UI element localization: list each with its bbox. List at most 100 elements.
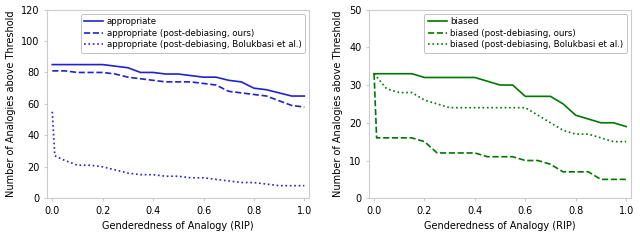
appropriate <box>212 76 220 79</box>
biased (post-debiasing, ours) <box>383 137 390 139</box>
biased (post-debiasing, Bolukbasi et al.) <box>509 106 516 109</box>
biased (post-debiasing, Bolukbasi et al.) <box>420 99 428 101</box>
appropriate (post-debiasing, Bolukbasi et al.) <box>61 159 68 162</box>
appropriate (post-debiasing, Bolukbasi et al.) <box>111 169 119 171</box>
biased <box>496 84 504 87</box>
biased (post-debiasing, Bolukbasi et al.) <box>534 114 541 117</box>
appropriate (post-debiasing, Bolukbasi et al.) <box>137 173 145 176</box>
biased <box>446 76 454 79</box>
biased <box>383 72 390 75</box>
Line: appropriate: appropriate <box>52 65 304 96</box>
biased <box>371 72 378 75</box>
biased (post-debiasing, Bolukbasi et al.) <box>383 87 390 90</box>
biased (post-debiasing, Bolukbasi et al.) <box>610 140 618 143</box>
Line: appropriate (post-debiasing, Bolukbasi et al.): appropriate (post-debiasing, Bolukbasi e… <box>52 112 304 186</box>
biased (post-debiasing, ours) <box>420 140 428 143</box>
biased <box>396 72 403 75</box>
biased (post-debiasing, ours) <box>534 159 541 162</box>
biased <box>471 76 479 79</box>
appropriate (post-debiasing, Bolukbasi et al.) <box>175 175 182 178</box>
appropriate (post-debiasing, Bolukbasi et al.) <box>124 172 132 174</box>
appropriate (post-debiasing, Bolukbasi et al.) <box>262 183 270 186</box>
biased (post-debiasing, Bolukbasi et al.) <box>484 106 492 109</box>
Line: biased (post-debiasing, ours): biased (post-debiasing, ours) <box>374 74 626 179</box>
appropriate (post-debiasing, ours) <box>212 84 220 87</box>
appropriate (post-debiasing, ours) <box>225 90 232 93</box>
appropriate (post-debiasing, Bolukbasi et al.) <box>162 175 170 178</box>
biased <box>584 118 592 120</box>
appropriate (post-debiasing, Bolukbasi et al.) <box>225 180 232 182</box>
appropriate (post-debiasing, Bolukbasi et al.) <box>288 184 296 187</box>
biased (post-debiasing, Bolukbasi et al.) <box>371 72 378 75</box>
biased (post-debiasing, ours) <box>471 151 479 154</box>
appropriate (post-debiasing, Bolukbasi et al.) <box>149 173 157 176</box>
biased <box>534 95 541 98</box>
appropriate <box>300 95 308 97</box>
appropriate <box>250 87 258 90</box>
appropriate <box>86 63 94 66</box>
biased (post-debiasing, ours) <box>610 178 618 181</box>
appropriate (post-debiasing, Bolukbasi et al.) <box>200 176 207 179</box>
appropriate (post-debiasing, ours) <box>99 71 106 74</box>
appropriate (post-debiasing, Bolukbasi et al.) <box>212 178 220 181</box>
appropriate (post-debiasing, Bolukbasi et al.) <box>74 164 81 167</box>
biased (post-debiasing, Bolukbasi et al.) <box>433 102 441 105</box>
Line: biased: biased <box>374 74 626 127</box>
biased (post-debiasing, Bolukbasi et al.) <box>622 140 630 143</box>
appropriate (post-debiasing, ours) <box>86 71 94 74</box>
appropriate (post-debiasing, ours) <box>74 71 81 74</box>
X-axis label: Genderedness of Analogy (RIP): Genderedness of Analogy (RIP) <box>102 221 254 232</box>
appropriate <box>237 81 245 83</box>
X-axis label: Genderedness of Analogy (RIP): Genderedness of Analogy (RIP) <box>424 221 576 232</box>
biased (post-debiasing, Bolukbasi et al.) <box>547 121 554 124</box>
biased (post-debiasing, Bolukbasi et al.) <box>559 129 567 132</box>
biased (post-debiasing, ours) <box>433 151 441 154</box>
appropriate (post-debiasing, ours) <box>262 95 270 97</box>
biased (post-debiasing, Bolukbasi et al.) <box>522 106 529 109</box>
biased (post-debiasing, Bolukbasi et al.) <box>471 106 479 109</box>
appropriate <box>200 76 207 79</box>
biased <box>522 95 529 98</box>
biased (post-debiasing, ours) <box>597 178 605 181</box>
appropriate (post-debiasing, Bolukbasi et al.) <box>275 184 283 187</box>
appropriate (post-debiasing, ours) <box>275 99 283 102</box>
biased <box>420 76 428 79</box>
biased (post-debiasing, ours) <box>372 137 380 139</box>
appropriate <box>61 63 68 66</box>
biased (post-debiasing, ours) <box>509 155 516 158</box>
biased (post-debiasing, ours) <box>408 137 416 139</box>
appropriate (post-debiasing, Bolukbasi et al.) <box>49 110 56 113</box>
appropriate (post-debiasing, ours) <box>237 91 245 94</box>
biased (post-debiasing, ours) <box>584 170 592 173</box>
appropriate <box>124 66 132 69</box>
biased <box>547 95 554 98</box>
appropriate <box>275 91 283 94</box>
appropriate (post-debiasing, ours) <box>200 82 207 85</box>
biased <box>509 84 516 87</box>
biased (post-debiasing, Bolukbasi et al.) <box>396 91 403 94</box>
Line: biased (post-debiasing, Bolukbasi et al.): biased (post-debiasing, Bolukbasi et al.… <box>374 74 626 142</box>
appropriate (post-debiasing, ours) <box>49 69 56 72</box>
appropriate (post-debiasing, Bolukbasi et al.) <box>250 181 258 184</box>
appropriate (post-debiasing, ours) <box>124 76 132 79</box>
Legend: biased, biased (post-debiasing, ours), biased (post-debiasing, Bolukbasi et al.): biased, biased (post-debiasing, ours), b… <box>424 14 627 53</box>
appropriate <box>187 74 195 77</box>
appropriate <box>149 71 157 74</box>
biased (post-debiasing, ours) <box>522 159 529 162</box>
appropriate (post-debiasing, ours) <box>162 81 170 83</box>
biased (post-debiasing, ours) <box>547 163 554 166</box>
biased (post-debiasing, ours) <box>446 151 454 154</box>
appropriate <box>262 88 270 91</box>
appropriate (post-debiasing, ours) <box>111 73 119 75</box>
appropriate (post-debiasing, ours) <box>288 104 296 107</box>
appropriate (post-debiasing, Bolukbasi et al.) <box>237 181 245 184</box>
biased (post-debiasing, ours) <box>484 155 492 158</box>
biased (post-debiasing, ours) <box>559 170 567 173</box>
appropriate (post-debiasing, ours) <box>250 93 258 96</box>
appropriate <box>137 71 145 74</box>
appropriate <box>49 63 56 66</box>
biased <box>572 114 580 117</box>
appropriate (post-debiasing, Bolukbasi et al.) <box>99 165 106 168</box>
appropriate (post-debiasing, Bolukbasi et al.) <box>51 154 59 157</box>
biased (post-debiasing, Bolukbasi et al.) <box>572 133 580 136</box>
